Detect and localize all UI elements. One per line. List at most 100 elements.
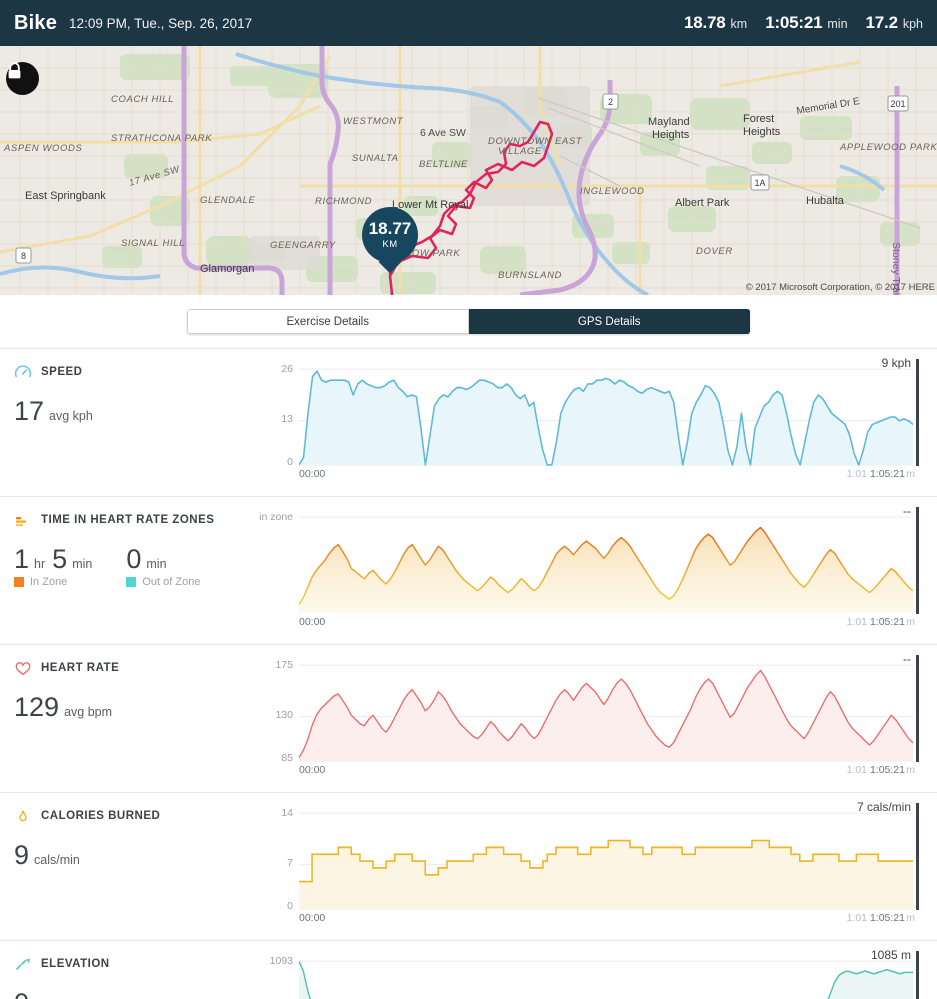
elevation-title: ELEVATION	[41, 958, 110, 970]
section-heart-rate-zones: TIME IN HEART RATE ZONES 1 hr 5 min In Z…	[0, 496, 937, 644]
heart-rate-summary: HEART RATE 129 avg bpm	[0, 659, 255, 782]
cal-end-label: 7 cals/min	[856, 800, 911, 814]
zones-x-axis: 00:00 1:01 1:05:21 m	[255, 616, 925, 634]
heart-rate-zones-chart[interactable]: in zone --	[255, 504, 937, 634]
hr-y-tick-mid: 130	[275, 709, 293, 721]
heart-rate-title: HEART RATE	[41, 662, 120, 674]
svg-text:DOVER: DOVER	[696, 246, 733, 257]
zones-x-end-faint: 1:01	[846, 616, 867, 628]
tab-gps-details[interactable]: GPS Details	[468, 309, 750, 334]
zone-in-hours-unit: hr	[34, 557, 46, 571]
cal-x-end: 1:05:21	[869, 912, 905, 924]
speed-x-start: 00:00	[299, 468, 326, 480]
cal-series	[299, 839, 913, 909]
heart-rate-unit: avg bpm	[64, 705, 113, 719]
zones-y-axis: in zone	[255, 511, 293, 614]
zone-in-minutes-unit: min	[72, 557, 93, 571]
svg-text:1A: 1A	[754, 178, 765, 188]
calories-chart[interactable]: 14 7 0 7 cals/min	[255, 800, 937, 930]
calories-value-row: 9 cals/min	[14, 842, 255, 869]
cal-y-tick-mid: 7	[287, 857, 293, 869]
heart-rate-zones-title: TIME IN HEART RATE ZONES	[41, 514, 215, 526]
svg-text:Glamorgan: Glamorgan	[200, 263, 254, 275]
speed-chart[interactable]: 26 13 0 9 kph	[255, 356, 937, 486]
svg-text:WESTMONT: WESTMONT	[343, 116, 404, 127]
svg-text:Lower Mt Royal: Lower Mt Royal	[392, 199, 468, 211]
elev-end-label: 1085 m	[870, 948, 911, 962]
svg-text:Forest: Forest	[743, 113, 774, 125]
zone-in-hours: 1	[14, 544, 30, 574]
cal-y-tick-min: 0	[287, 900, 293, 912]
map-attribution: © 2017 Microsoft Corporation, © 2017 HER…	[745, 282, 935, 293]
zones-bars-icon	[14, 512, 32, 530]
activity-title: Bike	[14, 11, 58, 34]
elevation-chart[interactable]: 1093 1059 1025 1085 m	[255, 948, 937, 999]
stat-distance-value: 18.78	[683, 13, 726, 32]
speed-summary: SPEED 17 avg kph	[0, 363, 255, 486]
cal-end-marker	[916, 803, 919, 910]
zones-x-end: 1:05:21	[869, 616, 905, 628]
speed-y-tick-max: 26	[281, 363, 293, 375]
svg-text:STRATHCONA PARK: STRATHCONA PARK	[111, 133, 212, 144]
heart-rate-zones-summary: TIME IN HEART RATE ZONES 1 hr 5 min In Z…	[0, 511, 255, 634]
svg-text:Mayland: Mayland	[648, 116, 690, 128]
svg-text:GEENGARRY: GEENGARRY	[270, 240, 336, 251]
svg-text:APPLEWOOD PARK: APPLEWOOD PARK	[839, 142, 937, 153]
detail-tabs: Exercise Details GPS Details	[187, 309, 750, 334]
elev-plot	[299, 955, 913, 999]
speed-end-label: 9 kph	[881, 356, 911, 370]
header-summary-stats: 18.78 km 1:05:21 min 17.2 kph	[666, 13, 923, 33]
section-speed: SPEED 17 avg kph 26 13 0 9 kph	[0, 348, 937, 496]
speed-x-end-faint: 1:01	[846, 468, 867, 480]
speed-y-tick-mid: 13	[281, 413, 293, 425]
elev-y-axis: 1093 1059 1025	[255, 955, 293, 999]
hr-x-end-suffix: m	[906, 764, 915, 776]
svg-text:Hubalta: Hubalta	[806, 195, 845, 207]
svg-text:201: 201	[890, 99, 905, 109]
speed-value-row: 17 avg kph	[14, 398, 255, 425]
route-map[interactable]: 8 2 1A 201 COACH HILL STRATHCONA PARK AS…	[0, 46, 937, 295]
speed-x-axis: 00:00 1:01 1:05:21 m	[255, 468, 925, 486]
hr-y-axis: 175 130 85	[255, 659, 293, 764]
hr-plot	[299, 659, 913, 762]
heart-rate-chart[interactable]: 175 130 85 --	[255, 652, 937, 782]
section-calories-burned: CALORIES BURNED 9 cals/min 14 7 0 7 cals…	[0, 792, 937, 940]
heart-rate-value-row: 129 avg bpm	[14, 694, 255, 721]
elevation-value: 0	[14, 990, 29, 999]
svg-text:BELTLINE: BELTLINE	[419, 159, 468, 170]
zone-in-swatch	[14, 577, 24, 587]
zones-series	[299, 526, 913, 613]
calories-title: CALORIES BURNED	[41, 810, 161, 822]
zone-in: 1 hr 5 min In Zone	[14, 546, 92, 588]
speed-y-axis: 26 13 0	[255, 363, 293, 468]
hr-end-marker	[916, 655, 919, 762]
svg-text:East Springbank: East Springbank	[25, 190, 106, 202]
calories-summary: CALORIES BURNED 9 cals/min	[0, 807, 255, 930]
speed-plot	[299, 363, 913, 466]
svg-text:SIGNAL HILL: SIGNAL HILL	[121, 238, 185, 249]
pin-distance-unit: KM	[382, 239, 398, 250]
lock-glyph	[8, 62, 21, 79]
speed-title: SPEED	[41, 366, 83, 378]
stat-distance-unit: km	[730, 17, 748, 31]
cal-y-tick-max: 14	[281, 807, 293, 819]
map-canvas: 8 2 1A 201 COACH HILL STRATHCONA PARK AS…	[0, 46, 937, 295]
zones-end-marker	[916, 507, 919, 614]
speed-value: 17	[14, 396, 45, 426]
stat-pace-value: 17.2	[865, 13, 898, 32]
hr-x-start: 00:00	[299, 764, 326, 776]
svg-text:SUNALTA: SUNALTA	[352, 153, 399, 164]
heart-rate-value: 129	[14, 692, 60, 722]
lock-icon[interactable]	[6, 62, 39, 95]
elevation-icon	[14, 956, 32, 974]
svg-text:RICHMOND: RICHMOND	[315, 196, 372, 207]
tab-exercise-details[interactable]: Exercise Details	[187, 309, 469, 334]
speed-series	[299, 370, 913, 466]
svg-text:GLENDALE: GLENDALE	[200, 195, 256, 206]
speedometer-icon	[14, 364, 32, 382]
distance-map-pin: 18.77 KM	[362, 207, 418, 263]
zones-x-end-suffix: m	[906, 616, 915, 628]
elev-y-tick-max: 1093	[269, 955, 293, 967]
svg-text:COACH HILL: COACH HILL	[111, 94, 174, 105]
zone-out-label: Out of Zone	[142, 576, 201, 588]
